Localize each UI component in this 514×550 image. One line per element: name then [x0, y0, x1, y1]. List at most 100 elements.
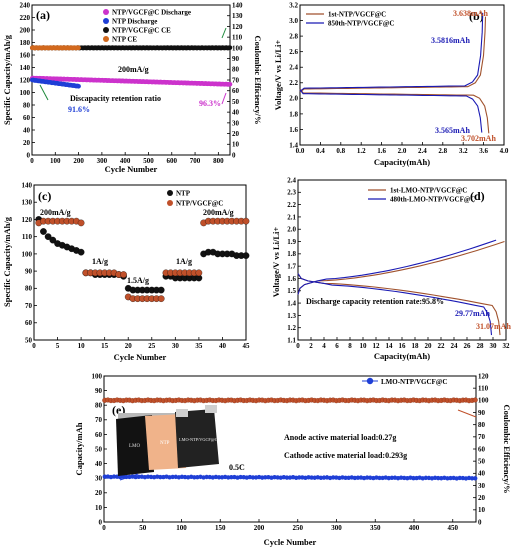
x-tick-label: 28: [477, 342, 485, 350]
y-tick-label: 1.1: [287, 336, 296, 344]
panel-e: (e) 0 50 100 150 200 250 300 350 400 450010203040…: [74, 372, 512, 547]
discharge-1st-annotation: 31.07mAh: [476, 322, 511, 331]
y2-tick-label: 50: [232, 98, 240, 106]
x-tick-label: 1.6: [377, 147, 386, 155]
panel-e-legend: LMO-NTP/VGCF@C: [362, 377, 447, 386]
y2-tick-label: 0: [478, 518, 482, 526]
x-tick-label: 20: [425, 342, 433, 350]
panel-c: (c) 0 5 10 15 20 25 30 35 40 45 50 60 70 80 90 100 110 12…: [2, 181, 250, 362]
legend-label: 850th-NTP/VGCF@C: [328, 20, 394, 28]
y-tick-label: 1.7: [287, 263, 296, 271]
ce-arrow: [457, 409, 477, 418]
x-tick-label: 700: [190, 157, 201, 165]
data-point: [76, 45, 81, 51]
discharge-1st-annotation: 3.702mAh: [461, 134, 496, 143]
y2-tick-label: 0: [232, 151, 236, 159]
x-tick-label: 250: [293, 524, 304, 532]
x-tick-label: 0: [296, 342, 300, 350]
data-point: [44, 233, 52, 241]
y-tick-label: 200: [20, 26, 31, 34]
y-tick-label: 90: [95, 387, 103, 395]
y2-tick-label: 40: [232, 109, 240, 117]
y-tick-label: 2.4: [287, 176, 296, 184]
x-tick-label: 200: [73, 157, 84, 165]
x-tick-label: 100: [50, 157, 61, 165]
y-tick-label: 10: [95, 504, 103, 512]
data-point: [120, 271, 127, 278]
y-tick-label: 2.2: [287, 201, 296, 209]
legend-label: 480th-LMO-NTP/VGCF@C: [390, 196, 475, 204]
x-tick-label: 4.0: [500, 147, 509, 155]
y-tick-label: 0: [27, 151, 31, 159]
capacity-point: [263, 475, 268, 480]
cell-photo-inset: LMO NTP LMO-NTP/VGCF@C: [116, 405, 219, 476]
capacity-point: [238, 474, 243, 480]
retention-annotation: Discharge capacity retention rate:95.8%: [306, 297, 444, 306]
charge-850th-annotation: 3.5816mAh: [431, 36, 470, 45]
panel-c-legend: NTP NTP/VGCF@C: [167, 190, 223, 208]
cell-tab: [176, 409, 188, 417]
panel-a-legend: NTP/VGCF@C Discharge NTP Discharge NTP/V…: [103, 9, 191, 44]
x-tick-label: 15: [101, 342, 109, 350]
x-tick-label: 1.2: [357, 147, 366, 155]
capacity-point: [284, 475, 290, 480]
x-tick-label: 30: [172, 342, 180, 350]
y-tick-label: 1.3: [287, 312, 296, 320]
legend-label: NTP/VGCF@C: [176, 200, 223, 208]
y-tick-label: 160: [20, 51, 31, 59]
capacity-point: [250, 475, 256, 480]
x-tick-label: 200: [254, 524, 265, 532]
y2-tick-label: 20: [232, 130, 240, 138]
legend-label: NTP/VGCF@C CE: [112, 27, 171, 35]
capacity-point: [309, 475, 314, 480]
capacity-point: [389, 475, 395, 480]
panel-d-label: (d): [470, 189, 485, 203]
data-point: [49, 236, 57, 244]
x-tick-label: 4: [322, 342, 326, 350]
x-tick-label: 22: [438, 342, 446, 350]
rate-annotation: 200mA/g: [118, 65, 149, 74]
discharge-850th-annotation: 3.565mAh: [435, 126, 470, 135]
y-tick-label: 90: [25, 268, 33, 276]
panel-e-ylabel: Capacity/mAh: [74, 422, 84, 475]
y-tick-label: 70: [25, 302, 33, 310]
y-tick-label: 50: [95, 445, 103, 453]
x-tick-label: 16: [399, 342, 407, 350]
discharge-480th-annotation: 29.77mAh: [455, 309, 490, 318]
capacity-point: [343, 475, 348, 480]
x-tick-label: 30: [490, 342, 498, 350]
y-tick-label: 50: [25, 336, 33, 344]
panel-b-legend: 1st-NTP/VGCF@C 850th-NTP/VGCF@C: [306, 11, 394, 28]
lmo-ntp-cell-photo: [175, 409, 219, 468]
cell-tab: [205, 405, 217, 413]
legend-label: 1st-LMO-NTP/VGCF@C: [390, 187, 467, 195]
y-tick-label: 80: [95, 402, 103, 410]
y-tick-label: 2.1: [287, 213, 296, 221]
y2-tick-label: 140: [232, 1, 243, 9]
y-tick-label: 100: [20, 89, 31, 97]
y-tick-label: 1.9: [287, 238, 296, 246]
y2-tick-label: 90: [478, 409, 486, 417]
y-tick-label: 2.3: [287, 189, 296, 197]
rate-label: 1.5A/g: [127, 276, 149, 285]
photo-label: LMO-NTP/VGCF@C: [179, 437, 218, 442]
panel-c-frame: [33, 184, 247, 341]
y2-tick-label: 30: [478, 482, 486, 490]
y-tick-label: 240: [20, 1, 31, 9]
annotation-arrow: [39, 84, 49, 101]
y-tick-label: 140: [22, 181, 33, 189]
y-tick-label: 100: [22, 250, 33, 258]
charge-curve: [299, 12, 484, 92]
y-tick-label: 2.6: [289, 48, 298, 56]
panel-a-xlabel: Cycle Number: [105, 164, 158, 174]
panel-d-ylabel: Voltage/V vs Li/Li+: [271, 227, 281, 298]
panel-c-xlabel: Cycle Number: [114, 352, 167, 362]
x-tick-label: 800: [213, 157, 224, 165]
y-tick-label: 40: [95, 460, 103, 468]
y2-tick-label: 80: [478, 421, 486, 429]
x-tick-label: 0.4: [316, 147, 325, 155]
data-point: [242, 217, 250, 225]
x-tick-label: 10: [360, 342, 368, 350]
y-tick-label: 60: [25, 319, 33, 327]
